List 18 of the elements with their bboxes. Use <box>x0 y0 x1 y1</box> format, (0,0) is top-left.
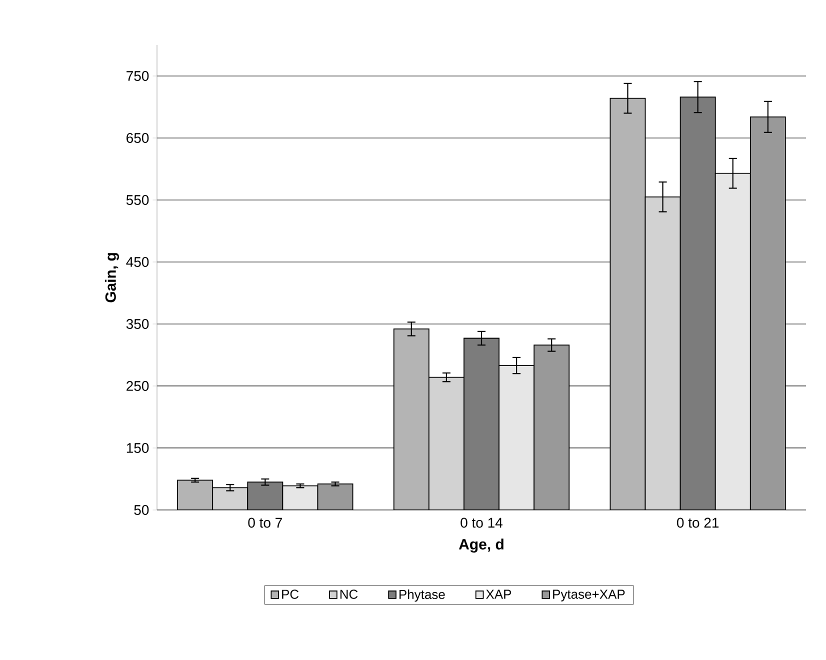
y-tick-label: 150 <box>126 443 149 453</box>
legend-label: NC <box>340 590 358 599</box>
y-tick-label: 50 <box>134 505 149 515</box>
legend-label: XAP <box>486 590 512 599</box>
x-axis-title: Age, d <box>458 538 504 553</box>
legend-label: Pytase+XAP <box>553 590 625 602</box>
legend-label: Phytase <box>400 590 445 602</box>
y-tick-label: 250 <box>126 381 149 391</box>
y-tick-label: 550 <box>126 195 149 205</box>
y-tick-label: 750 <box>126 71 149 81</box>
y-tick-label: 650 <box>126 133 149 143</box>
x-tick-label: 0 to 14 <box>460 518 502 528</box>
y-axis-title: Gain, g <box>104 253 119 302</box>
x-tick-label: 0 to 21 <box>676 518 719 528</box>
y-tick-label: 450 <box>126 257 149 267</box>
y-tick-label: 350 <box>126 319 149 329</box>
legend-label: PC <box>282 590 299 599</box>
x-tick-label: 0 to 7 <box>248 518 282 528</box>
